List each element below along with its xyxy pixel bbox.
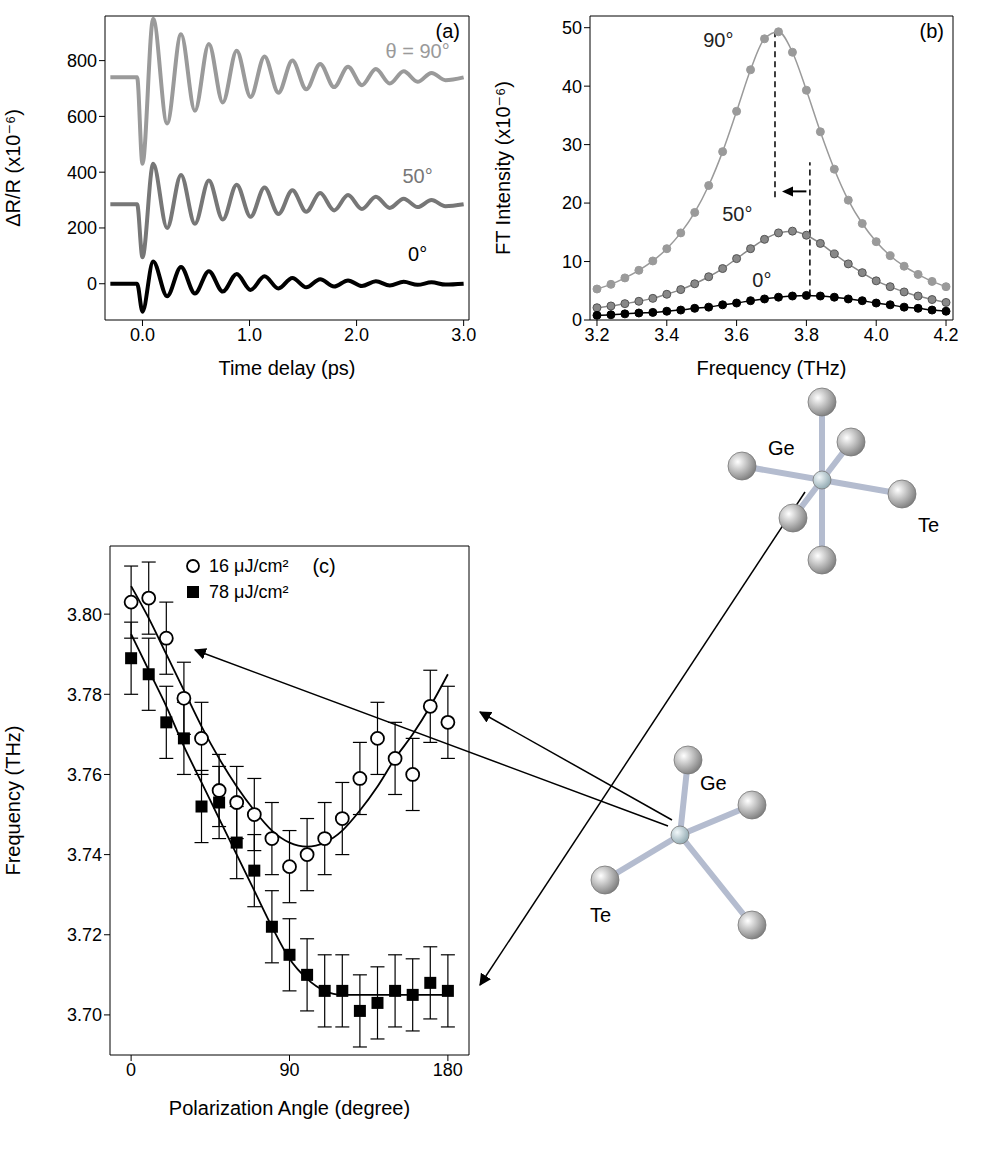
svg-text:3.8: 3.8 <box>794 325 819 345</box>
svg-text:50°: 50° <box>402 165 432 187</box>
svg-text:3.2: 3.2 <box>584 325 609 345</box>
svg-text:Time delay (ps): Time delay (ps) <box>218 357 355 379</box>
svg-text:0°: 0° <box>752 269 771 291</box>
html-text:(a): (a) <box>435 20 460 42</box>
svg-text:Frequency (THz): Frequency (THz) <box>696 357 846 379</box>
svg-text:θ = 90°: θ = 90° <box>386 40 450 62</box>
svg-text:0.0: 0.0 <box>130 325 155 345</box>
svg-text:400: 400 <box>67 163 97 183</box>
svg-text:180: 180 <box>433 1060 463 1080</box>
svg-text:Te: Te <box>918 514 939 536</box>
svg-text:2.0: 2.0 <box>344 325 369 345</box>
svg-text:3.80: 3.80 <box>67 605 102 625</box>
svg-text:10: 10 <box>562 252 582 272</box>
svg-text:4.0: 4.0 <box>864 325 889 345</box>
svg-text:90: 90 <box>279 1060 299 1080</box>
svg-text:30: 30 <box>562 135 582 155</box>
svg-text:4.2: 4.2 <box>934 325 959 345</box>
svg-text:Te: Te <box>590 904 611 926</box>
svg-text:0: 0 <box>572 310 582 330</box>
svg-text:800: 800 <box>67 51 97 71</box>
svg-text:3.70: 3.70 <box>67 1005 102 1025</box>
svg-text:1.0: 1.0 <box>237 325 262 345</box>
svg-text:3.72: 3.72 <box>67 925 102 945</box>
svg-text:Ge: Ge <box>700 772 727 794</box>
svg-text:3.78: 3.78 <box>67 685 102 705</box>
svg-text:50°: 50° <box>722 203 752 225</box>
html-text:16 μJ/cm²: 16 μJ/cm² <box>209 555 289 576</box>
svg-text:3.4: 3.4 <box>654 325 679 345</box>
svg-text:Polarization Angle (degree): Polarization Angle (degree) <box>169 1097 410 1119</box>
svg-text:0: 0 <box>126 1060 136 1080</box>
svg-text:FT Intensity (x10⁻⁶): FT Intensity (x10⁻⁶) <box>492 81 514 255</box>
svg-text:50: 50 <box>562 18 582 38</box>
html-text:(b): (b) <box>919 20 944 42</box>
html-text:(c): (c) <box>312 554 336 577</box>
svg-text:Ge: Ge <box>768 437 795 459</box>
svg-text:3.6: 3.6 <box>724 325 749 345</box>
svg-text:3.74: 3.74 <box>67 845 102 865</box>
svg-text:200: 200 <box>67 218 97 238</box>
html-text:78 μJ/cm²: 78 μJ/cm² <box>209 581 289 602</box>
svg-text:3.0: 3.0 <box>451 325 476 345</box>
svg-text:0°: 0° <box>408 243 427 265</box>
svg-text:40: 40 <box>562 77 582 97</box>
svg-text:90°: 90° <box>703 29 733 51</box>
svg-text:600: 600 <box>67 107 97 127</box>
svg-text:20: 20 <box>562 193 582 213</box>
svg-text:ΔR/R (x10⁻⁶): ΔR/R (x10⁻⁶) <box>2 109 24 227</box>
svg-text:3.76: 3.76 <box>67 765 102 785</box>
svg-text:Frequency (THz): Frequency (THz) <box>2 725 24 875</box>
svg-text:0: 0 <box>87 274 97 294</box>
